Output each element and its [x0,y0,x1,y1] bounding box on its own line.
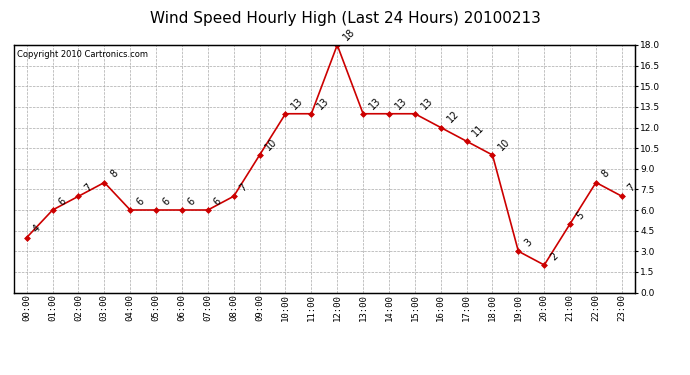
Text: 6: 6 [160,196,172,207]
Text: Copyright 2010 Cartronics.com: Copyright 2010 Cartronics.com [17,50,148,59]
Text: 10: 10 [264,136,279,152]
Text: 8: 8 [600,168,611,180]
Text: 2: 2 [549,251,560,262]
Text: 7: 7 [626,182,638,194]
Text: 6: 6 [186,196,197,207]
Text: 13: 13 [419,95,435,111]
Text: 6: 6 [135,196,146,207]
Text: 4: 4 [31,224,42,235]
Text: 13: 13 [315,95,331,111]
Text: 10: 10 [497,136,513,152]
Text: 13: 13 [290,95,306,111]
Text: 6: 6 [57,196,68,207]
Text: 6: 6 [212,196,224,207]
Text: Wind Speed Hourly High (Last 24 Hours) 20100213: Wind Speed Hourly High (Last 24 Hours) 2… [150,11,540,26]
Text: 13: 13 [367,95,383,111]
Text: 13: 13 [393,95,409,111]
Text: 8: 8 [108,168,120,180]
Text: 18: 18 [342,27,357,42]
Text: 11: 11 [471,123,486,138]
Text: 7: 7 [83,182,94,194]
Text: 3: 3 [522,237,534,249]
Text: 7: 7 [238,182,249,194]
Text: 12: 12 [445,109,461,125]
Text: 5: 5 [574,210,586,221]
